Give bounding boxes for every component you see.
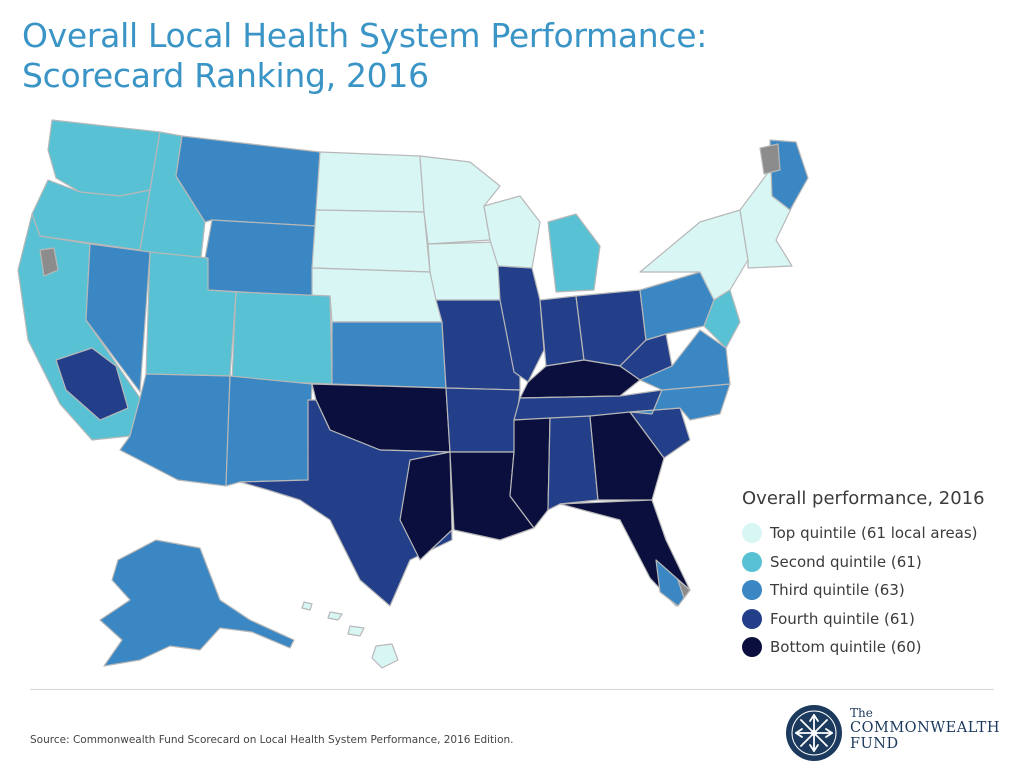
legend-swatch-fourth	[742, 608, 762, 629]
legend-swatch-bottom	[742, 637, 762, 658]
legend-swatch-second	[742, 551, 762, 572]
region-no-data-ne	[759, 143, 781, 175]
region-south-dakota	[311, 209, 431, 273]
page-title: Overall Local Health System Performance:…	[22, 16, 707, 96]
region-north-dakota	[315, 151, 425, 213]
us-map-svg	[17, 119, 809, 669]
source-note: Source: Commonwealth Fund Scorecard on L…	[30, 734, 514, 746]
region-southern-california	[55, 347, 129, 421]
region-colorado	[231, 291, 333, 385]
logo-fund: FUND	[850, 736, 899, 752]
legend-label-third: Third quintile (63)	[770, 581, 905, 600]
footer-divider	[30, 689, 994, 690]
region-hawaii-maui	[347, 625, 365, 637]
region-georgia	[589, 411, 665, 501]
region-east-texas	[399, 451, 453, 561]
region-hawaii-big-island	[371, 643, 399, 669]
region-no-data-ca	[39, 247, 59, 277]
legend-item-second: Second quintile (61)	[742, 548, 1012, 577]
region-illinois	[497, 265, 545, 383]
region-nebraska	[311, 267, 443, 323]
legend-item-fourth: Fourth quintile (61)	[742, 605, 1012, 634]
legend-item-top: Top quintile (61 local areas)	[742, 519, 1012, 548]
us-map	[0, 110, 1024, 690]
region-washington	[47, 119, 161, 197]
region-hawaii-kauai	[301, 601, 313, 611]
region-alaska	[99, 539, 295, 667]
logo-name: COMMONWEALTH	[850, 720, 1000, 736]
region-new-mexico	[225, 375, 313, 487]
logo-the: The	[850, 706, 873, 720]
region-wyoming	[204, 219, 317, 297]
region-no-data-fl	[677, 579, 691, 599]
region-michigan	[547, 213, 601, 293]
region-texas	[239, 399, 453, 607]
legend-item-third: Third quintile (63)	[742, 576, 1012, 605]
legend: Overall performance, 2016 Top quintile (…	[742, 488, 1012, 662]
region-nevada	[85, 243, 151, 393]
title-line-2: Scorecard Ranking, 2016	[22, 56, 429, 95]
region-hawaii-oahu	[327, 611, 343, 621]
logo-emblem-icon	[786, 705, 842, 761]
legend-label-top: Top quintile (61 local areas)	[770, 524, 978, 543]
region-pennsylvania	[639, 271, 715, 341]
logo-wordmark: The COMMONWEALTH FUND	[850, 706, 1000, 753]
legend-swatch-top	[742, 523, 762, 544]
region-arizona	[119, 373, 231, 487]
legend-item-bottom: Bottom quintile (60)	[742, 633, 1012, 662]
title-line-1: Overall Local Health System Performance:	[22, 16, 708, 55]
legend-title: Overall performance, 2016	[742, 488, 985, 509]
region-new-jersey	[703, 289, 741, 349]
region-kansas	[331, 321, 447, 389]
legend-label-bottom: Bottom quintile (60)	[770, 638, 922, 657]
region-west-virginia	[619, 333, 673, 381]
region-new-york	[639, 209, 749, 301]
region-arkansas	[445, 387, 521, 453]
legend-swatch-third	[742, 580, 762, 601]
legend-label-fourth: Fourth quintile (61)	[770, 609, 915, 628]
legend-label-second: Second quintile (61)	[770, 552, 922, 571]
region-alabama	[547, 415, 599, 511]
commonwealth-fund-logo: The COMMONWEALTH FUND	[784, 703, 1004, 763]
